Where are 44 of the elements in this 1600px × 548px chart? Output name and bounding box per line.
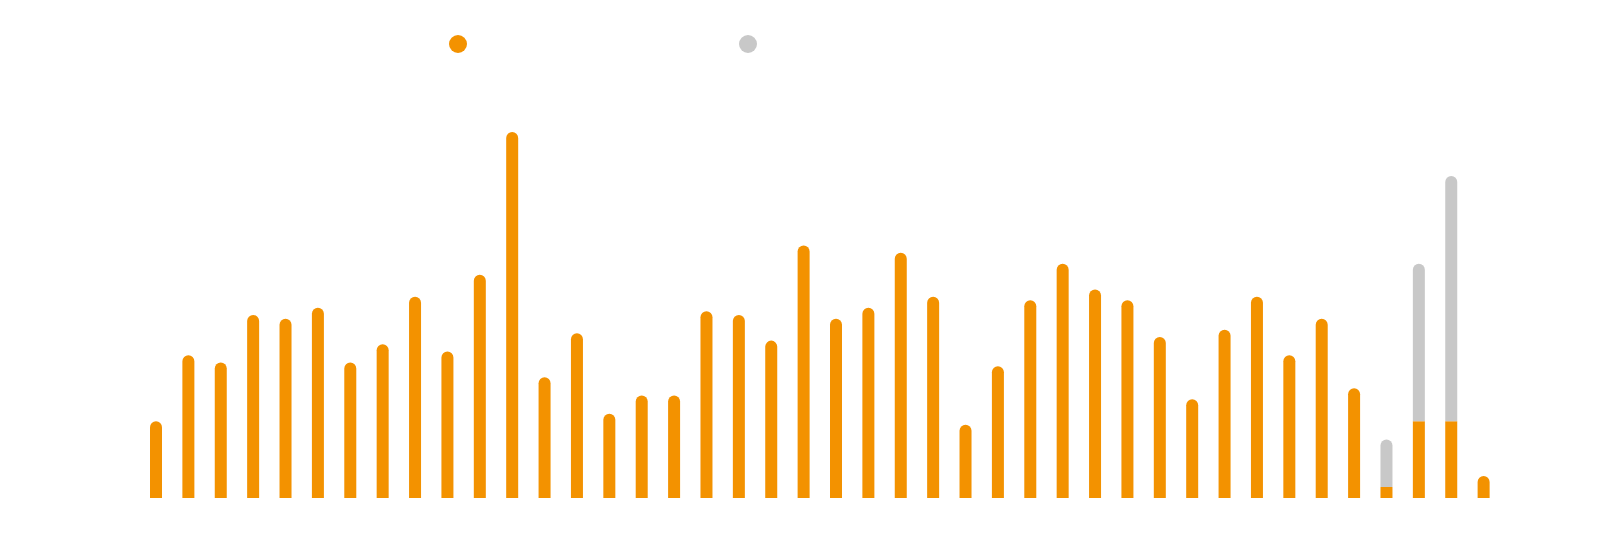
- bar: [409, 296, 422, 498]
- bar: [150, 421, 162, 498]
- bar: [732, 315, 745, 498]
- bar: [668, 395, 681, 498]
- bar: [894, 252, 907, 498]
- bar: [1024, 300, 1037, 498]
- bar: [344, 362, 357, 498]
- bar: [570, 333, 583, 498]
- bar: [1380, 439, 1393, 488]
- bar: [1218, 329, 1231, 498]
- bar: [1121, 300, 1134, 498]
- bar: [376, 344, 389, 498]
- bar: [635, 395, 648, 498]
- bar: [1153, 336, 1166, 498]
- bar: [830, 318, 842, 498]
- bar: [765, 340, 778, 498]
- bar: [441, 351, 454, 498]
- bar: [538, 377, 551, 498]
- bar: [1412, 263, 1425, 422]
- bar: [603, 413, 616, 498]
- bar: [182, 355, 195, 498]
- bar: [1089, 289, 1102, 498]
- bar: [1412, 421, 1425, 498]
- bar: [1250, 296, 1263, 498]
- bar: [1445, 421, 1458, 498]
- bar: [279, 318, 292, 498]
- bar: [959, 424, 972, 498]
- bar: [1056, 263, 1069, 498]
- bar: [311, 307, 324, 498]
- bar: [927, 296, 940, 498]
- bar: [1380, 487, 1393, 498]
- bar: [214, 362, 227, 498]
- bar: [506, 132, 519, 498]
- bar: [862, 307, 875, 498]
- bar: [1445, 175, 1458, 422]
- bar: [797, 245, 810, 498]
- bar: [700, 311, 713, 498]
- bar: [1315, 318, 1328, 498]
- bar: [991, 366, 1004, 498]
- bar: [1283, 355, 1296, 498]
- bar: [247, 315, 260, 498]
- bar: [1186, 399, 1199, 498]
- bar: [473, 274, 486, 498]
- bar: [1348, 388, 1361, 498]
